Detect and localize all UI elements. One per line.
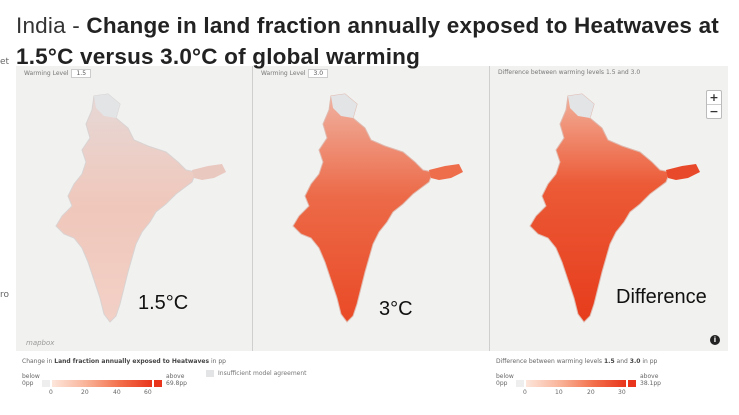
- title-country: India -: [16, 13, 87, 38]
- panel-caption-3p0: 3°C: [379, 298, 413, 320]
- chart-title: India - Change in land fraction annually…: [16, 10, 731, 72]
- panel-caption-difference: Difference: [616, 286, 707, 308]
- india-map-difference: [529, 93, 700, 323]
- legend-tick: 20: [81, 389, 89, 396]
- panel-divider: [489, 66, 490, 351]
- insufficient-agreement-key: Insufficient model agreement: [206, 370, 307, 377]
- northeast-region: [192, 164, 226, 180]
- panel-divider: [252, 66, 253, 351]
- india-shape: [292, 93, 434, 323]
- legend-tick: 30: [618, 389, 626, 396]
- himalaya-region: [568, 94, 594, 118]
- legend-below-swatch: [42, 380, 50, 387]
- zoom-in-button[interactable]: +: [709, 91, 719, 104]
- india-map-1p5: [55, 93, 226, 323]
- legend-above-swatch: [628, 380, 636, 387]
- legend-below-swatch: [516, 380, 524, 387]
- left-cut-label: ro: [0, 290, 10, 300]
- legend-tick: 0: [49, 389, 53, 396]
- legend-color-ramp: [52, 380, 152, 387]
- india-shape: [529, 93, 671, 323]
- legend-above-label: above 69.8pp: [166, 373, 187, 387]
- legend-tick: 60: [144, 389, 152, 396]
- legend-tick: 40: [113, 389, 121, 396]
- warming-level-label: Warming Level 3.0: [261, 69, 329, 78]
- legend-title: Change in Land fraction annually exposed…: [22, 358, 226, 365]
- legend-below-label: below 0pp: [496, 373, 514, 387]
- legend-above-label: above 38.1pp: [640, 373, 661, 387]
- legend-left: Change in Land fraction annually exposed…: [16, 352, 486, 412]
- map-area[interactable]: Warming Level 1.5 1.5°C mapbox Warming Le…: [16, 66, 728, 351]
- legend-title: Difference between warming levels 1.5 an…: [496, 358, 658, 365]
- map-panel-1p5[interactable]: Warming Level 1.5 1.5°C mapbox: [16, 66, 252, 351]
- legend-right: Difference between warming levels 1.5 an…: [490, 352, 728, 412]
- title-main: Change in land fraction annually exposed…: [16, 13, 719, 69]
- northeast-region: [429, 164, 463, 180]
- legend-tick: 0: [523, 389, 527, 396]
- zoom-control: + −: [706, 90, 722, 119]
- left-cut-label: et: [0, 57, 10, 67]
- legend-tick: 20: [587, 389, 595, 396]
- legend-tick: 10: [555, 389, 563, 396]
- map-panel-difference[interactable]: Difference between warming levels 1.5 an…: [490, 66, 728, 351]
- zoom-out-button[interactable]: −: [707, 104, 721, 118]
- legend-above-swatch: [154, 380, 162, 387]
- india-shape: [55, 93, 197, 323]
- legend-below-label: below 0pp: [22, 373, 40, 387]
- info-icon[interactable]: i: [710, 335, 720, 345]
- himalaya-region: [94, 94, 120, 118]
- warming-level-label: Warming Level 1.5: [24, 69, 92, 78]
- india-map-3p0: [292, 93, 463, 323]
- northeast-region: [666, 164, 700, 180]
- legend-color-ramp: [526, 380, 626, 387]
- difference-label: Difference between warming levels 1.5 an…: [498, 69, 641, 76]
- mapbox-logo: mapbox: [26, 339, 55, 347]
- map-panel-3p0[interactable]: Warming Level 3.0 3°C: [253, 66, 489, 351]
- himalaya-region: [331, 94, 357, 118]
- panel-caption-1p5: 1.5°C: [138, 292, 189, 314]
